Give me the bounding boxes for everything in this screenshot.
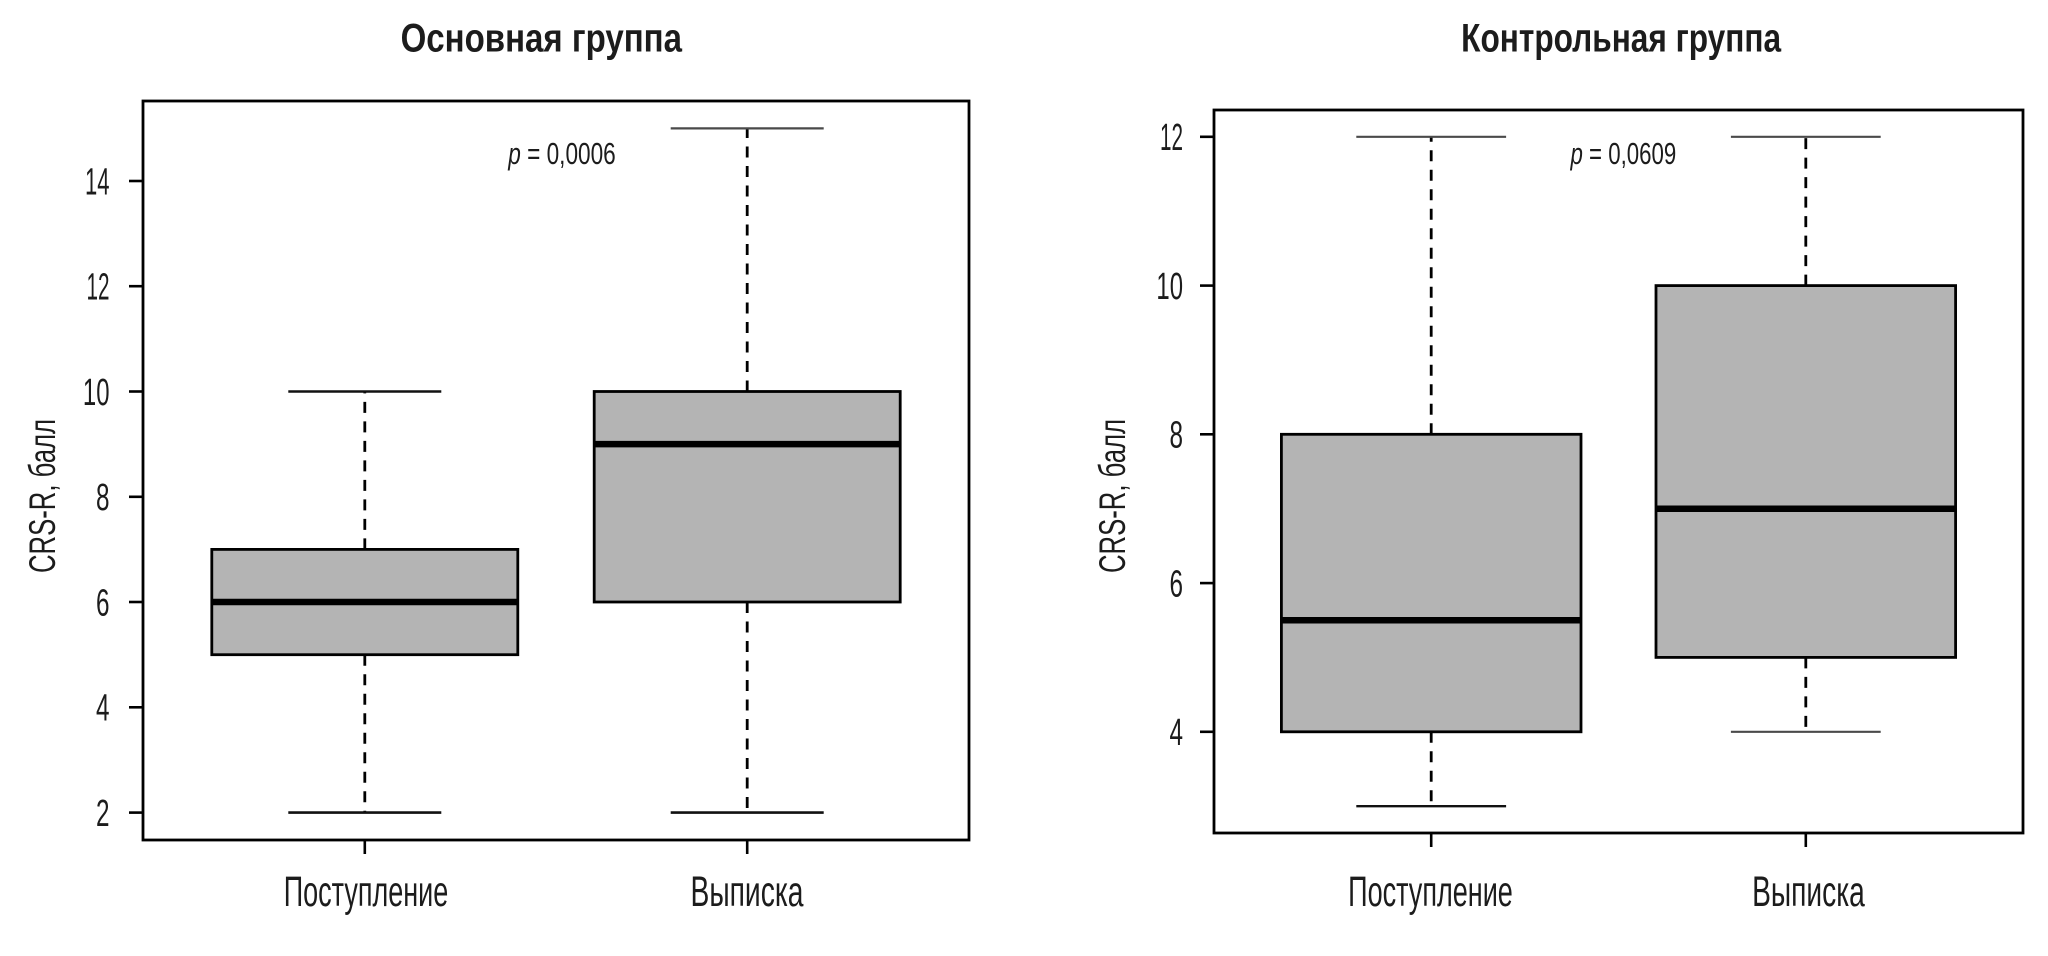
svg-text:CRS-R, балл: CRS-R, балл [1092, 419, 1133, 573]
svg-text:12: 12 [87, 267, 110, 309]
svg-text:Поступление: Поступление [1348, 869, 1513, 916]
svg-text:8: 8 [1170, 415, 1184, 457]
svg-text:p = 0,0609: p = 0,0609 [1570, 136, 1677, 171]
svg-text:p = 0,0006: p = 0,0006 [508, 136, 616, 171]
svg-text:Выписка: Выписка [691, 869, 804, 916]
svg-text:Контрольная группа: Контрольная группа [1461, 16, 1781, 60]
svg-text:4: 4 [1170, 712, 1184, 754]
svg-text:Основная группа: Основная группа [401, 16, 683, 60]
svg-text:4: 4 [96, 688, 110, 730]
svg-text:14: 14 [85, 161, 110, 203]
svg-text:CRS-R, балл: CRS-R, балл [22, 419, 63, 573]
svg-text:6: 6 [1170, 563, 1184, 605]
svg-text:2: 2 [96, 793, 110, 835]
svg-text:10: 10 [83, 372, 110, 414]
svg-text:8: 8 [96, 477, 110, 519]
svg-text:6: 6 [96, 582, 110, 624]
svg-text:10: 10 [1156, 266, 1183, 308]
svg-text:Выписка: Выписка [1752, 869, 1865, 916]
svg-text:Поступление: Поступление [284, 869, 449, 916]
svg-text:12: 12 [1160, 117, 1183, 159]
